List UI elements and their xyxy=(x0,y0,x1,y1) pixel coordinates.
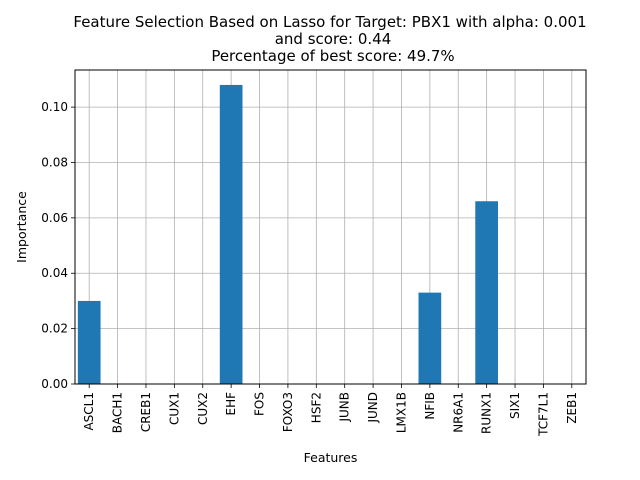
x-tick-label: EHF xyxy=(224,392,238,416)
chart-title: Feature Selection Based on Lasso for Tar… xyxy=(73,13,586,65)
plot-area xyxy=(74,69,587,385)
x-tick-label: FOXO3 xyxy=(281,392,295,432)
y-tick-label: 0.04 xyxy=(41,266,68,280)
x-tick-label: LMX1B xyxy=(394,392,408,433)
x-axis-label: Features xyxy=(304,450,358,465)
x-tick-label: ZEB1 xyxy=(565,392,579,424)
x-tick-label: CREB1 xyxy=(139,392,153,432)
y-tick-label: 0.06 xyxy=(41,211,68,225)
x-tick-label: BACH1 xyxy=(111,392,125,433)
x-tick-label: ASCL1 xyxy=(82,392,96,431)
y-tick-label: 0.00 xyxy=(41,377,68,391)
x-tick-label: FOS xyxy=(253,392,267,416)
y-tick-label: 0.10 xyxy=(41,100,68,114)
chart-title-line-3: Percentage of best score: 49.7% xyxy=(211,47,454,65)
bar-ehf xyxy=(219,84,243,384)
x-tick-label: CUX1 xyxy=(167,392,181,425)
x-tick-label: TCF7L1 xyxy=(536,392,550,437)
bar-runx1 xyxy=(475,201,498,384)
x-axis: ASCL1 BACH1 CREB1 CUX1 CUX2 EHF FOS FOXO3 HSF2 JU… xyxy=(82,384,579,437)
chart-title-line-1: Feature Selection Based on Lasso for Tar… xyxy=(73,13,586,31)
bar-ascl1 xyxy=(77,300,101,384)
x-tick-label: JUNB xyxy=(338,392,352,423)
gridlines xyxy=(75,70,586,385)
x-tick-label: NR6A1 xyxy=(451,392,465,433)
bar-nfib xyxy=(418,292,442,384)
y-tick-label: 0.02 xyxy=(41,322,68,336)
x-tick-label: RUNX1 xyxy=(480,392,494,434)
x-tick-label: JUND xyxy=(366,392,380,424)
chart-title-line-2: and score: 0.44 xyxy=(275,30,392,48)
y-axis-label: Importance xyxy=(14,191,29,263)
x-tick-label: NFIB xyxy=(423,392,437,420)
x-tick-label: SIX1 xyxy=(508,392,522,419)
x-tick-label: HSF2 xyxy=(309,392,323,423)
y-tick-label: 0.08 xyxy=(41,155,68,169)
y-axis: 0.00 0.02 0.04 0.06 0.08 0.10 xyxy=(41,100,75,391)
x-tick-label: CUX2 xyxy=(196,392,210,425)
bars xyxy=(77,84,498,384)
